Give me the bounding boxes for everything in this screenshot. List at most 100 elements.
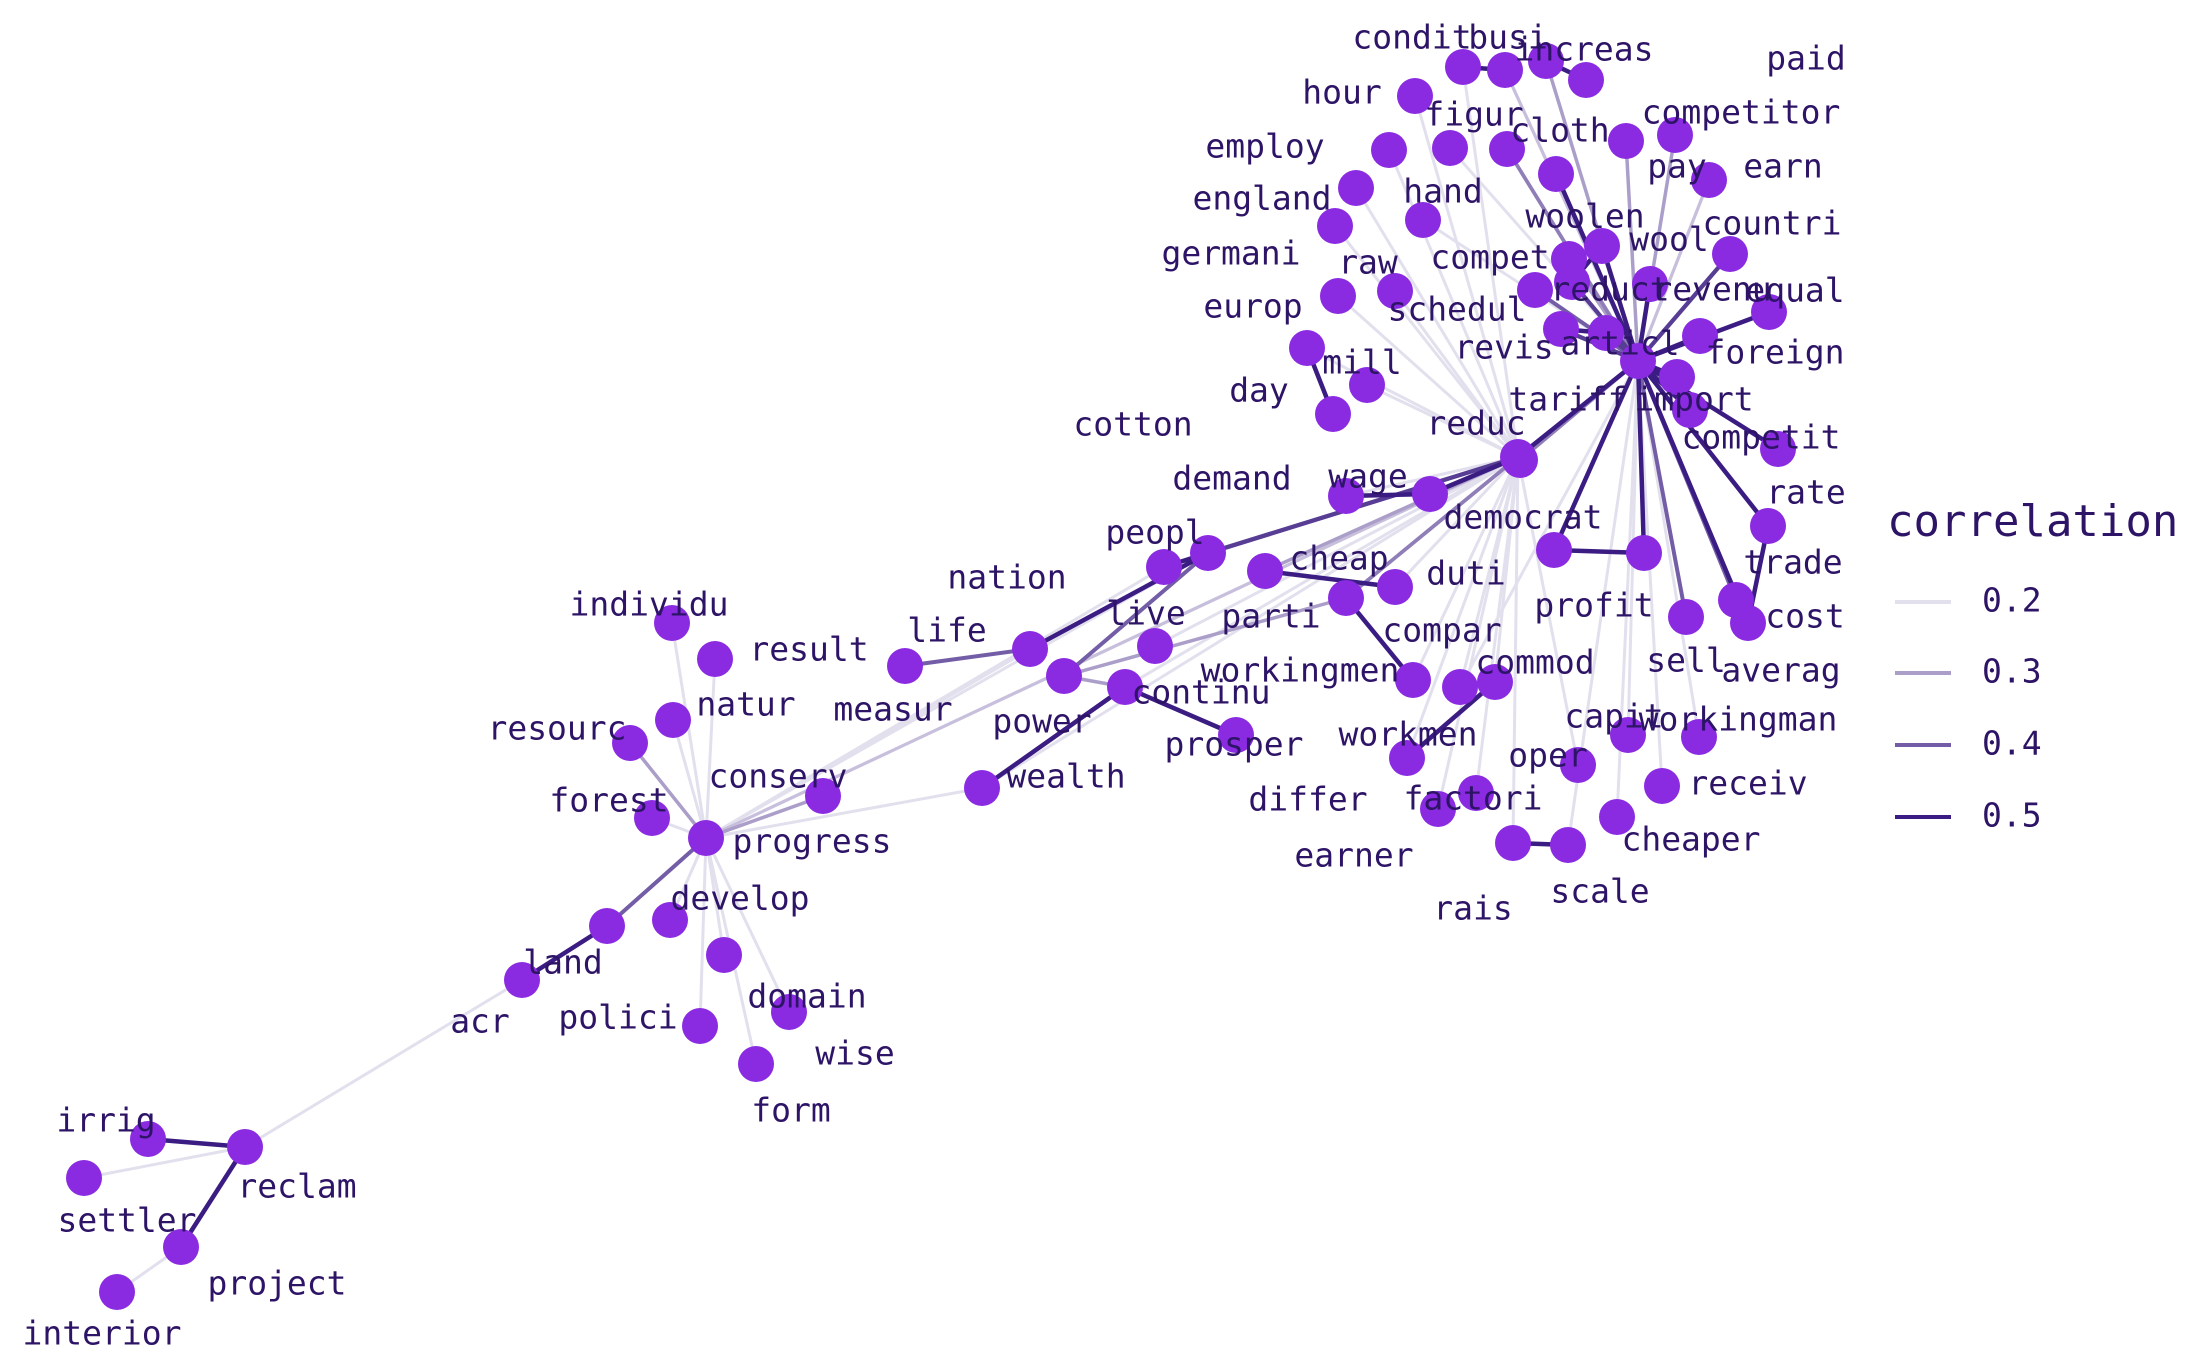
node-label-mill: mill <box>1322 343 1401 382</box>
node-hand <box>1405 202 1441 238</box>
edge-progress-result <box>704 657 717 840</box>
edge-progress-land <box>605 836 708 928</box>
edge-democrat-england <box>1354 186 1520 459</box>
legend-label-1: 0.3 <box>1982 652 2042 691</box>
edge-democrat-day <box>1365 383 1520 459</box>
node-label-countri: countri <box>1702 204 1841 243</box>
node-label-progress: progress <box>733 822 892 861</box>
node-label-schedul: schedul <box>1387 290 1526 329</box>
node-germani <box>1317 208 1353 244</box>
edge-progress-individu <box>670 621 708 840</box>
edge-tariff-schedul <box>1533 288 1640 363</box>
node-label-cotton: cotton <box>1073 405 1192 444</box>
node-label-scale: scale <box>1550 872 1649 911</box>
node-condit <box>1445 49 1481 85</box>
node-wage <box>1412 476 1448 512</box>
node-label-domain: domain <box>747 977 866 1016</box>
node-europ <box>1320 278 1356 314</box>
node-sell <box>1668 599 1704 635</box>
edge-progress-wise <box>704 836 791 1014</box>
node-label-reduct: reduct <box>1550 270 1669 309</box>
edge-democrat-oper <box>1516 455 1580 767</box>
node-label-revis: revis <box>1454 328 1553 367</box>
node-label-cheap: cheap <box>1289 539 1388 578</box>
node-revenu <box>1632 266 1668 302</box>
node-workmen <box>1477 664 1513 700</box>
node-label-workingmen: workingmen <box>1201 651 1400 690</box>
node-label-result: result <box>749 630 868 669</box>
node-pay <box>1657 117 1693 153</box>
node-commod <box>1442 669 1478 705</box>
edge-reclam-project <box>178 1144 248 1250</box>
edge-democrat-europ <box>1336 294 1520 459</box>
node-busi <box>1487 52 1523 88</box>
node-receiv <box>1644 768 1680 804</box>
node-trade <box>1750 508 1786 544</box>
legend-label-3: 0.5 <box>1982 796 2042 835</box>
node-label-cloth: cloth <box>1510 111 1609 150</box>
node-label-revenu: revenu <box>1652 270 1771 309</box>
node-label-prosper: prosper <box>1164 725 1303 764</box>
node-label-peopl: peopl <box>1105 513 1204 552</box>
edge-life-measur <box>903 647 1032 668</box>
edge-democrat-continu <box>1123 455 1520 689</box>
edge-tariff-trade <box>1635 358 1771 529</box>
node-label-democrat: democrat <box>1444 498 1603 537</box>
node-revis <box>1543 311 1579 347</box>
node-label-wise: wise <box>815 1034 894 1073</box>
node-label-measur: measur <box>833 690 952 729</box>
node-prosper <box>1218 717 1254 753</box>
node-label-develop: develop <box>670 879 809 918</box>
node-resourc <box>612 725 648 761</box>
node-cotton <box>1315 396 1351 432</box>
node-earn <box>1691 162 1727 198</box>
node-progress <box>688 820 724 856</box>
node-profit <box>1626 535 1662 571</box>
edge-reclam-settler <box>82 1145 247 1180</box>
node-label-wealth: wealth <box>1006 757 1125 796</box>
edge-tariff-democrat <box>1515 358 1641 460</box>
node-label-averag: averag <box>1721 651 1840 690</box>
node-rais <box>1495 825 1531 861</box>
node-capit <box>1610 717 1646 753</box>
node-factori <box>1458 775 1494 811</box>
node-employ <box>1371 132 1407 168</box>
node-competitor <box>1608 123 1644 159</box>
edge-progress-conserv <box>704 794 825 840</box>
node-individu <box>654 605 690 641</box>
node-nation <box>1190 535 1226 571</box>
node-label-wage: wage <box>1328 457 1407 496</box>
node-scale <box>1550 827 1586 863</box>
edge-democrat-parti <box>1344 455 1520 600</box>
edge-tariff-earn <box>1636 178 1711 363</box>
node-label-rate: rate <box>1766 473 1845 512</box>
node-label-competitor: competitor <box>1642 93 1841 132</box>
edge-parti-power <box>1062 596 1348 678</box>
node-label-differ: differ <box>1248 780 1367 819</box>
node-day <box>1349 367 1385 403</box>
edge-tariff-profit <box>1635 358 1647 556</box>
node-form <box>738 1046 774 1082</box>
edge-acr-reclam <box>243 978 524 1149</box>
node-raw <box>1377 273 1413 309</box>
node-label-demand: demand <box>1172 459 1291 498</box>
node-power <box>1046 658 1082 694</box>
node-natur <box>655 702 691 738</box>
node-duti <box>1536 532 1572 568</box>
node-label-profit: profit <box>1534 586 1653 625</box>
node-label-europ: europ <box>1203 287 1302 326</box>
node-label-tariff: tariff <box>1508 380 1627 419</box>
node-label-oper: oper <box>1508 736 1587 775</box>
node-label-sell: sell <box>1646 641 1725 680</box>
node-life <box>1012 631 1048 667</box>
node-label-earn: earn <box>1743 147 1822 186</box>
node-label-hour: hour <box>1302 73 1381 112</box>
node-label-individu: individu <box>570 585 729 624</box>
node-land <box>589 908 625 944</box>
node-label-project: project <box>207 1264 346 1303</box>
node-differ <box>1389 740 1425 776</box>
edge-democrat-nation <box>1205 454 1521 556</box>
node-schedul <box>1517 272 1553 308</box>
